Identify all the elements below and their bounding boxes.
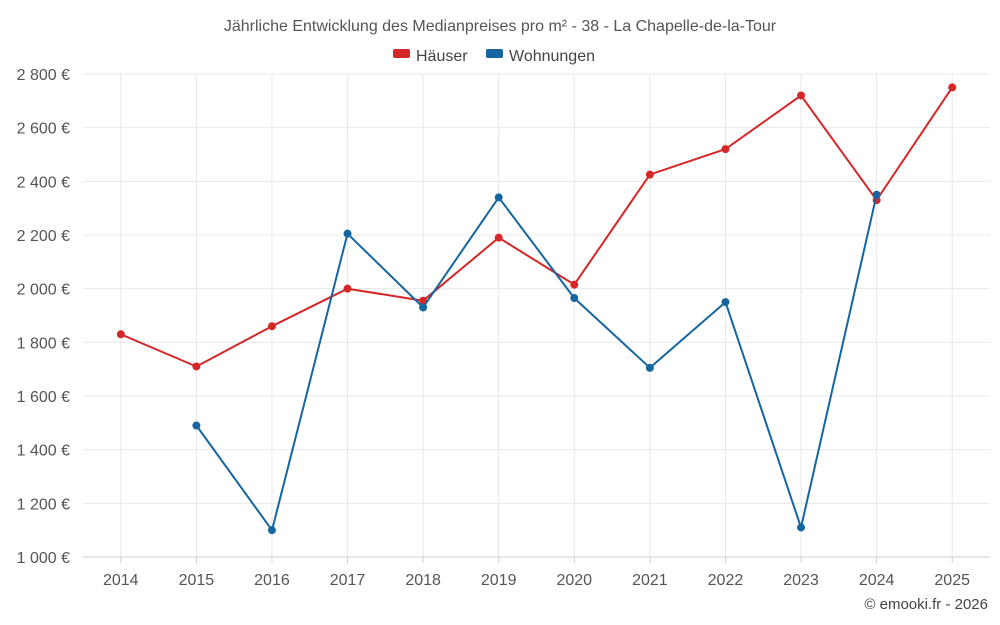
y-gridlines (83, 73, 990, 504)
legend: Häuser Wohnungen (393, 48, 595, 65)
data-point-haeuser[interactable] (721, 145, 730, 154)
series-line-wohnungen (195, 194, 878, 532)
y-tick-label: 1 000 € (17, 550, 70, 567)
x-tick-label: 2016 (254, 572, 290, 589)
data-point-haeuser[interactable] (343, 284, 352, 293)
x-tick-label: 2018 (405, 572, 441, 589)
data-point-wohnungen[interactable] (267, 526, 276, 535)
data-point-wohnungen[interactable] (872, 190, 881, 199)
data-point-haeuser[interactable] (192, 362, 201, 371)
x-tick-label: 2022 (708, 572, 744, 589)
data-point-wohnungen[interactable] (645, 363, 654, 372)
data-point-haeuser[interactable] (645, 170, 654, 179)
x-tick-label: 2017 (330, 572, 366, 589)
x-tick-label: 2020 (556, 572, 592, 589)
legend-label-haeuser: Häuser (416, 48, 468, 65)
data-point-haeuser[interactable] (267, 322, 276, 331)
y-tick-label: 1 400 € (17, 443, 70, 460)
data-point-wohnungen[interactable] (570, 294, 579, 303)
y-tick-label: 2 600 € (17, 121, 70, 138)
data-point-haeuser[interactable] (494, 233, 503, 242)
data-point-wohnungen[interactable] (192, 421, 201, 430)
y-tick-label: 2 000 € (17, 282, 70, 299)
x-axis-ticks: 2014 2015 2016 2017 2018 2019 2020 2021 2022 2023… (103, 572, 970, 589)
y-tick-label: 1 800 € (17, 335, 70, 352)
data-point-wohnungen[interactable] (494, 193, 503, 202)
x-gridlines (120, 74, 953, 563)
series-line-haeuser (120, 86, 954, 368)
x-tick-label: 2015 (179, 572, 215, 589)
y-axis-ticks: 1 000 € 1 200 € 1 400 € 1 600 € 1 800 € 2 000… (17, 67, 70, 567)
y-tick-label: 2 400 € (17, 174, 70, 191)
legend-swatch-wohnungen (486, 49, 503, 58)
x-tick-label: 2021 (632, 572, 668, 589)
data-point-wohnungen[interactable] (721, 298, 730, 307)
series-layer (116, 83, 957, 535)
x-tick-label: 2014 (103, 572, 139, 589)
y-tick-label: 1 200 € (17, 496, 70, 513)
data-point-haeuser[interactable] (570, 280, 579, 289)
data-point-wohnungen[interactable] (343, 229, 352, 238)
y-tick-label: 2 800 € (17, 67, 70, 84)
legend-item-haeuser[interactable]: Häuser (393, 48, 468, 65)
data-point-wohnungen[interactable] (419, 303, 428, 312)
data-point-haeuser[interactable] (116, 330, 125, 339)
legend-item-wohnungen[interactable]: Wohnungen (486, 48, 595, 65)
x-tick-label: 2023 (783, 572, 819, 589)
data-point-wohnungen[interactable] (797, 523, 806, 532)
chart-title: Jährliche Entwicklung des Medianpreises … (224, 18, 777, 35)
legend-swatch-haeuser (393, 49, 410, 58)
credit-text: © emooki.fr - 2026 (864, 596, 988, 613)
x-tick-label: 2024 (859, 572, 895, 589)
y-tick-label: 2 200 € (17, 228, 70, 245)
data-point-haeuser[interactable] (797, 91, 806, 100)
series-haeuser (116, 83, 957, 371)
data-point-haeuser[interactable] (948, 83, 957, 92)
y-tick-label: 1 600 € (17, 389, 70, 406)
x-tick-label: 2019 (481, 572, 517, 589)
x-tick-label: 2025 (934, 572, 970, 589)
legend-label-wohnungen: Wohnungen (509, 48, 595, 65)
series-wohnungen (192, 190, 881, 535)
